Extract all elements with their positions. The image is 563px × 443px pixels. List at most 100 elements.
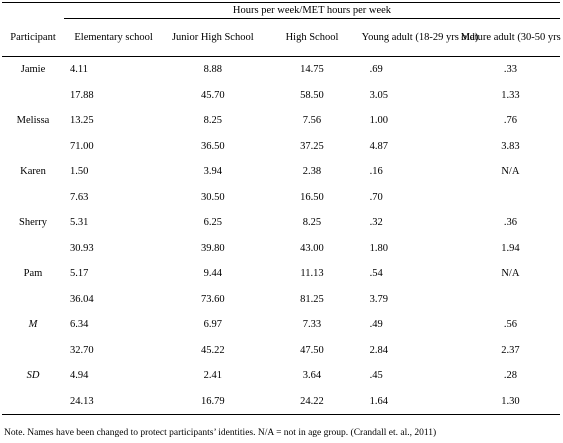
col-participant: Participant <box>2 18 64 57</box>
cell-mature-adult: 3.83 <box>501 140 520 152</box>
participant-label <box>2 287 64 313</box>
cell-mature-adult <box>461 185 560 211</box>
cell-elementary: 30.93 <box>70 242 94 254</box>
col-young-adult: Young adult (18-29 yrs old) <box>361 18 478 57</box>
participant-label <box>2 134 64 160</box>
cell-elementary: 24.13 <box>64 388 164 415</box>
participant-label <box>2 185 64 211</box>
table-note: Note. Names have been changed to protect… <box>4 428 437 438</box>
participant-label <box>2 236 64 262</box>
table-row: SD 4.94 2.41 3.64 .45 .28 <box>2 363 560 389</box>
participant-label: SD <box>26 370 40 382</box>
cell-young-adult: .69 <box>369 64 383 76</box>
cell-high-school: 7.56 <box>302 115 322 127</box>
cell-high-school: 81.25 <box>300 293 324 305</box>
cell-mature-adult: 2.37 <box>501 344 520 356</box>
col-elementary: Elementary school <box>64 18 164 57</box>
cell-junior-high: 2.41 <box>203 370 222 382</box>
table-row: 36.04 73.60 81.25 3.79 <box>2 287 560 313</box>
cell-elementary: 32.70 <box>70 344 94 356</box>
table-row: Sherry 5.31 6.25 8.25 .32 .36 <box>2 210 560 236</box>
group-header: Hours per week/MET hours per week <box>64 2 560 19</box>
cell-young-adult: .32 <box>369 217 383 229</box>
header-spacer <box>2 2 64 19</box>
participant-label <box>2 83 64 109</box>
participant-label: Pam <box>23 268 43 280</box>
table-row: 30.93 39.80 43.00 1.80 1.94 <box>2 236 560 262</box>
table-row: M 6.34 6.97 7.33 .49 .56 <box>2 312 560 338</box>
cell-elementary: 71.00 <box>70 140 94 152</box>
participant-label <box>2 388 64 415</box>
cell-high-school: 11.13 <box>300 268 324 280</box>
cell-junior-high: 16.79 <box>163 388 263 415</box>
participant-label: Jamie <box>20 64 46 76</box>
cell-high-school: 2.38 <box>302 166 322 178</box>
cell-mature-adult: 1.33 <box>501 89 520 101</box>
group-header-row: Hours per week/MET hours per week <box>2 2 560 19</box>
cell-junior-high: 6.97 <box>203 319 222 331</box>
cell-young-adult: .45 <box>369 370 383 382</box>
cell-elementary: 4.11 <box>70 64 88 76</box>
cell-junior-high: 3.94 <box>203 166 222 178</box>
cell-elementary: 17.88 <box>70 89 94 101</box>
cell-junior-high: 39.80 <box>200 242 225 254</box>
cell-mature-adult: .28 <box>503 370 517 382</box>
column-header-row: Participant Elementary school Junior Hig… <box>2 18 563 57</box>
table-row: 17.88 45.70 58.50 3.05 1.33 <box>2 83 560 109</box>
participant-label: Sherry <box>19 217 47 229</box>
cell-young-adult: .16 <box>369 166 383 178</box>
cell-young-adult: .49 <box>369 319 383 331</box>
cell-high-school: 43.00 <box>300 242 324 254</box>
table-row: Karen 1.50 3.94 2.38 .16 N/A <box>2 159 560 185</box>
cell-elementary: 7.63 <box>70 191 89 203</box>
col-mature-adult: Mature adult (30-50 yrs old) <box>460 18 563 57</box>
cell-elementary: 6.34 <box>70 319 89 331</box>
cell-junior-high: 8.25 <box>203 115 222 127</box>
table-row: 71.00 36.50 37.25 4.87 3.83 <box>2 134 560 160</box>
participant-label: Karen <box>20 166 46 178</box>
cell-elementary: 4.94 <box>70 370 89 382</box>
cell-high-school: 8.25 <box>302 217 322 229</box>
cell-young-adult: 1.80 <box>369 242 388 254</box>
cell-elementary: 1.50 <box>70 166 89 178</box>
cell-young-adult: 2.84 <box>369 344 388 356</box>
table-row: Pam 5.17 9.44 11.13 .54 N/A <box>2 261 560 287</box>
cell-elementary: 13.25 <box>70 115 94 127</box>
results-table: Hours per week/MET hours per week Partic… <box>2 2 563 415</box>
cell-mature-adult: N/A <box>501 166 520 178</box>
cell-mature-adult: .56 <box>503 319 517 331</box>
cell-junior-high: 8.88 <box>203 64 222 76</box>
cell-high-school: 7.33 <box>302 319 322 331</box>
participant-label <box>2 338 64 364</box>
cell-elementary: 36.04 <box>70 293 94 305</box>
cell-mature-adult: N/A <box>501 268 520 280</box>
cell-young-adult: 3.79 <box>369 293 388 305</box>
cell-young-adult: 3.05 <box>369 89 388 101</box>
participant-label: Melissa <box>16 115 50 127</box>
cell-high-school: 37.25 <box>300 140 324 152</box>
cell-junior-high: 45.22 <box>200 344 225 356</box>
cell-young-adult: 1.64 <box>361 388 461 415</box>
cell-mature-adult: .36 <box>503 217 517 229</box>
cell-high-school: 58.50 <box>300 89 324 101</box>
cell-elementary: 5.31 <box>70 217 89 229</box>
col-junior-high: Junior High School <box>163 18 263 57</box>
cell-high-school: 24.22 <box>262 388 362 415</box>
table-row: Melissa 13.25 8.25 7.56 1.00 .76 <box>2 108 560 134</box>
cell-high-school: 14.75 <box>300 64 324 76</box>
table-row: 24.13 16.79 24.22 1.64 1.30 <box>2 388 560 415</box>
col-high-school: High School <box>262 18 362 57</box>
cell-junior-high: 9.44 <box>203 268 222 280</box>
table-row: Jamie 4.11 8.88 14.75 .69 .33 <box>2 57 560 83</box>
cell-young-adult: 4.87 <box>369 140 388 152</box>
cell-junior-high: 36.50 <box>200 140 225 152</box>
table-row: 7.63 30.50 16.50 .70 <box>2 185 560 211</box>
cell-high-school: 47.50 <box>300 344 324 356</box>
cell-mature-adult: 1.94 <box>501 242 520 254</box>
cell-mature-adult: .33 <box>503 64 517 76</box>
cell-mature-adult <box>461 287 560 313</box>
cell-high-school: 3.64 <box>302 370 322 382</box>
cell-elementary: 5.17 <box>70 268 89 280</box>
cell-junior-high: 45.70 <box>200 89 225 101</box>
cell-mature-adult: 1.30 <box>460 388 560 415</box>
